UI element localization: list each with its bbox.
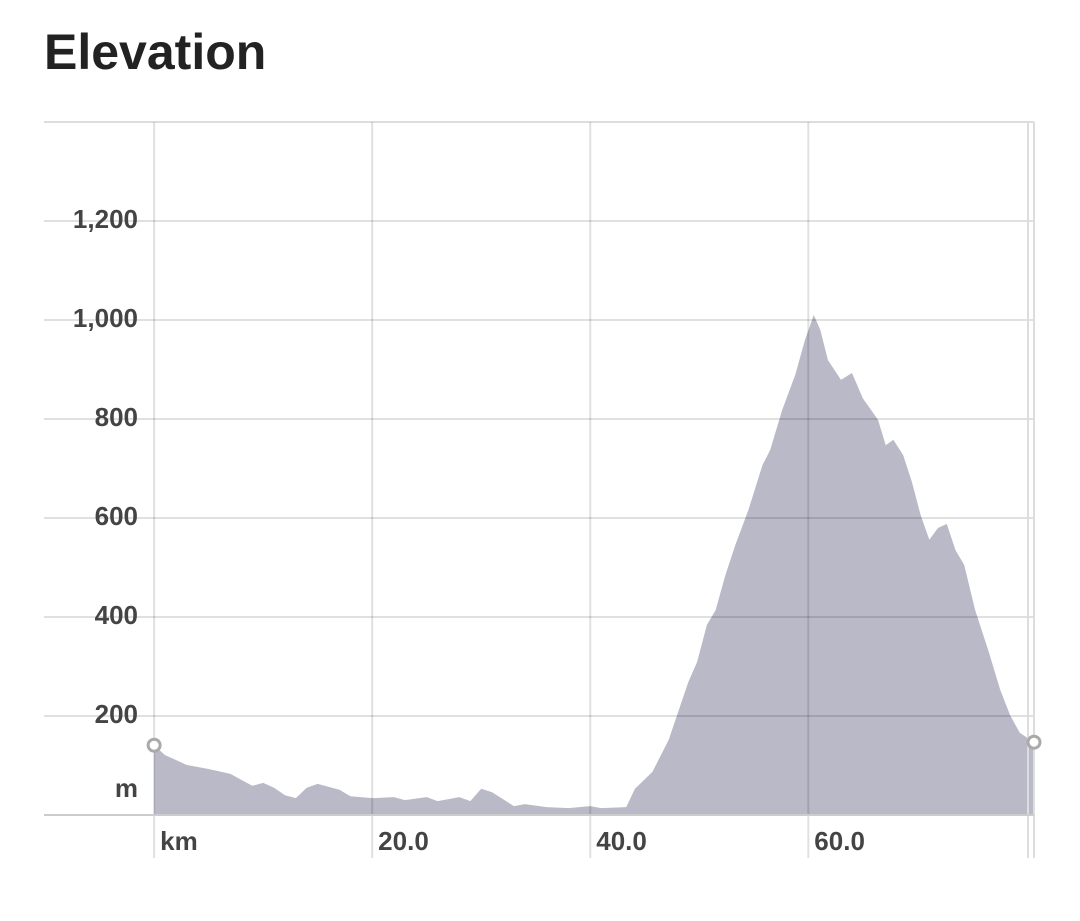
elevation-area [154,315,1034,815]
x-tick-label: 40.0 [596,826,647,856]
end-point [1026,734,1042,750]
y-tick-label: 1,200 [73,204,138,234]
end-point [146,737,162,753]
x-tick-label: 60.0 [814,826,865,856]
y-tick-label: 800 [95,402,138,432]
x-tick-label: km [160,826,198,856]
chart-title: Elevation [44,24,266,80]
y-axis-label: m [115,773,138,803]
y-tick-label: 1,000 [73,303,138,333]
x-tick-label: 20.0 [378,826,429,856]
y-tick-label: 400 [95,600,138,630]
y-tick-label: 600 [95,501,138,531]
y-tick-label: 200 [95,699,138,729]
